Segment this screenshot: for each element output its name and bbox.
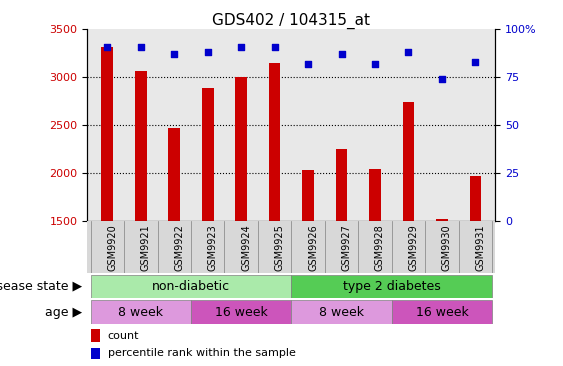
Text: 16 week: 16 week	[415, 306, 468, 318]
Bar	[336, 149, 347, 221]
Bar	[392, 300, 492, 324]
Bar	[191, 300, 292, 324]
Text: GSM9921: GSM9921	[141, 224, 151, 271]
Point	[471, 59, 480, 65]
Bar	[235, 77, 247, 221]
Text: percentile rank within the sample: percentile rank within the sample	[108, 348, 296, 358]
Text: GSM9926: GSM9926	[308, 224, 318, 271]
Bar	[436, 219, 448, 221]
Bar	[292, 274, 492, 298]
Text: GSM9922: GSM9922	[175, 224, 184, 271]
Text: non-diabetic: non-diabetic	[152, 280, 230, 293]
Bar	[135, 71, 146, 221]
Bar	[168, 128, 180, 221]
Text: GSM9924: GSM9924	[241, 224, 251, 271]
Bar	[292, 300, 392, 324]
Point	[437, 76, 446, 82]
Text: GSM9923: GSM9923	[208, 224, 218, 271]
Text: disease state ▶: disease state ▶	[0, 280, 82, 293]
Text: type 2 diabetes: type 2 diabetes	[343, 280, 441, 293]
Text: 8 week: 8 week	[118, 306, 163, 318]
Point	[236, 44, 245, 49]
Bar	[91, 300, 191, 324]
Text: age ▶: age ▶	[44, 306, 82, 318]
Text: GSM9927: GSM9927	[342, 224, 351, 271]
Point	[370, 61, 379, 67]
Point	[270, 44, 279, 49]
Point	[170, 51, 179, 57]
Point	[404, 49, 413, 55]
Bar	[369, 169, 381, 221]
Text: GSM9925: GSM9925	[275, 224, 285, 271]
Bar	[403, 102, 414, 221]
Point	[303, 61, 312, 67]
Text: GSM9930: GSM9930	[442, 224, 452, 270]
Text: count: count	[108, 331, 139, 341]
Bar	[302, 169, 314, 221]
Bar	[91, 274, 292, 298]
Bar	[269, 63, 280, 221]
Text: 16 week: 16 week	[215, 306, 267, 318]
Point	[103, 44, 112, 49]
Text: 8 week: 8 week	[319, 306, 364, 318]
Title: GDS402 / 104315_at: GDS402 / 104315_at	[212, 13, 370, 29]
Bar	[101, 46, 113, 221]
Point	[136, 44, 145, 49]
Point	[203, 49, 212, 55]
Bar	[91, 348, 100, 359]
Bar	[470, 176, 481, 221]
Bar	[91, 329, 100, 342]
Text: GSM9931: GSM9931	[475, 224, 485, 270]
Text: GSM9929: GSM9929	[408, 224, 418, 271]
Point	[337, 51, 346, 57]
Text: GSM9920: GSM9920	[108, 224, 117, 271]
Bar	[202, 88, 213, 221]
Text: GSM9928: GSM9928	[375, 224, 385, 271]
